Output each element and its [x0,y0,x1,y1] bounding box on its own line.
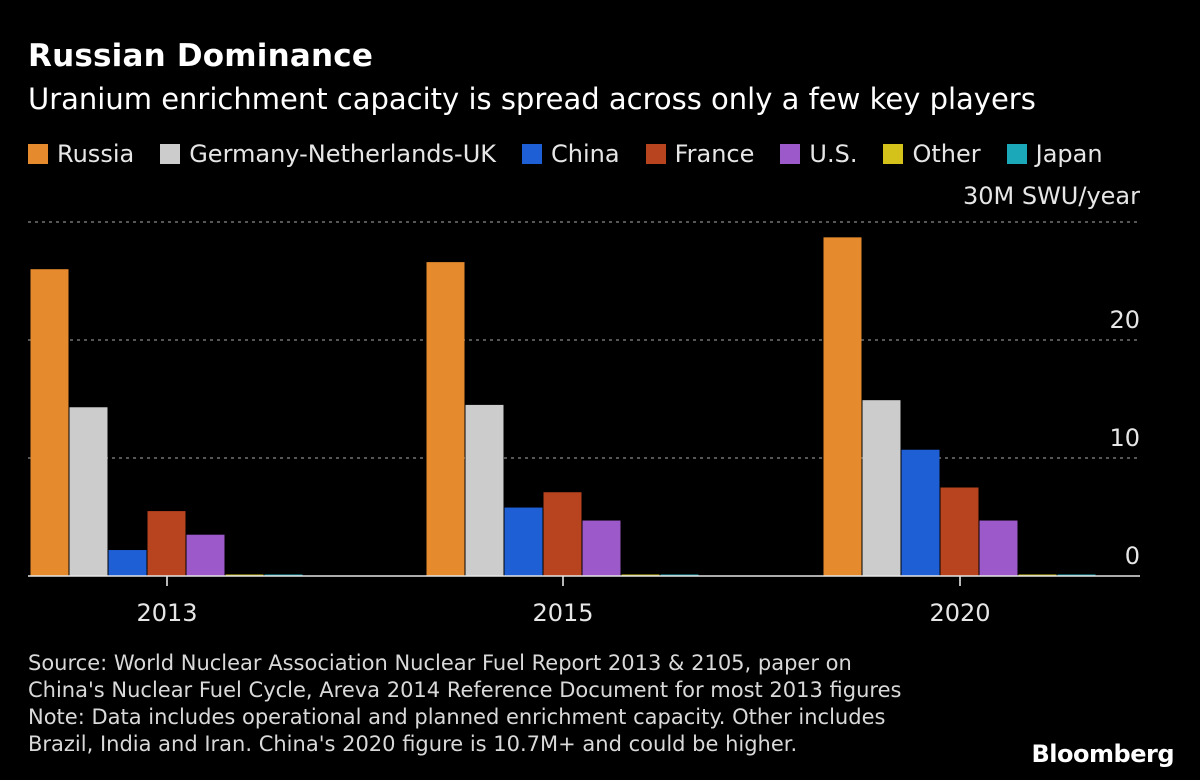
legend-swatch-japan [1006,144,1027,164]
legend-item-france: France [645,140,755,168]
footnote-line: Source: World Nuclear Association Nuclea… [28,651,852,675]
axis-layer: 30M SWU/year 20 10 0 2013 2015 2020 [28,182,1140,627]
bar-germany-netherlands-uk-2020 [862,400,901,576]
bar-germany-netherlands-uk-2015 [465,404,504,576]
bar-china-2020 [901,449,940,576]
y-tick-label: 10 [1109,424,1140,452]
legend-item-other: Other [883,140,981,168]
legend-label-russia: Russia [57,140,135,168]
bar-china-2013 [108,550,147,576]
legend-label-other: Other [912,140,981,168]
legend-label-china: China [551,140,620,168]
bar-u-s--2020 [979,520,1018,576]
legend-swatch-other [883,144,904,164]
y-tick-label: 0 [1125,542,1140,570]
footnote-line: Note: Data includes operational and plan… [28,705,886,729]
legend-item-russia: Russia [28,140,134,168]
x-tick-label: 2020 [929,599,990,627]
bar-u-s--2015 [582,520,621,576]
legend-item-china: China [522,140,620,168]
bar-russia-2015 [426,262,465,576]
bar-france-2013 [147,511,186,576]
bar-china-2015 [504,507,543,576]
bar-u-s--2013 [186,534,225,576]
x-tick-label: 2015 [532,599,593,627]
legend-item-us: U.S. [780,140,857,168]
bar-germany-netherlands-uk-2013 [69,407,108,576]
y-tick-label: 30M SWU/year [963,182,1140,210]
bar-chart: 30M SWU/year 20 10 0 2013 2015 2020 [28,182,1140,627]
chart-title: Russian Dominance [28,38,374,74]
legend-label-france: France [674,140,755,168]
legend-swatch-us [780,144,801,164]
chart-subtitle: Uranium enrichment capacity is spread ac… [28,82,1036,116]
footnote: Source: World Nuclear Association Nuclea… [28,650,1028,758]
bar-russia-2013 [30,269,69,576]
legend-swatch-china [522,144,543,164]
legend-label-japan: Japan [1035,140,1103,168]
legend: Russia Germany-Netherlands-UK China Fran… [28,140,1129,168]
legend-label-us: U.S. [809,140,858,168]
bar-layer [30,237,1096,576]
footnote-line: Brazil, India and Iran. China's 2020 fig… [28,732,798,756]
grid-layer [28,221,1140,459]
x-tick-label: 2013 [136,599,197,627]
bloomberg-logo: Bloomberg [1031,740,1175,768]
legend-item-gnu: Germany-Netherlands-UK [160,140,496,168]
legend-item-japan: Japan [1006,140,1103,168]
footnote-line: China's Nuclear Fuel Cycle, Areva 2014 R… [28,678,902,702]
legend-swatch-gnu [160,144,181,164]
bar-russia-2020 [823,237,862,576]
legend-swatch-france [645,144,666,164]
bar-france-2015 [543,492,582,576]
y-tick-label: 20 [1109,306,1140,334]
legend-label-gnu: Germany-Netherlands-UK [189,140,497,168]
bar-france-2020 [940,487,979,576]
legend-swatch-russia [28,144,48,164]
